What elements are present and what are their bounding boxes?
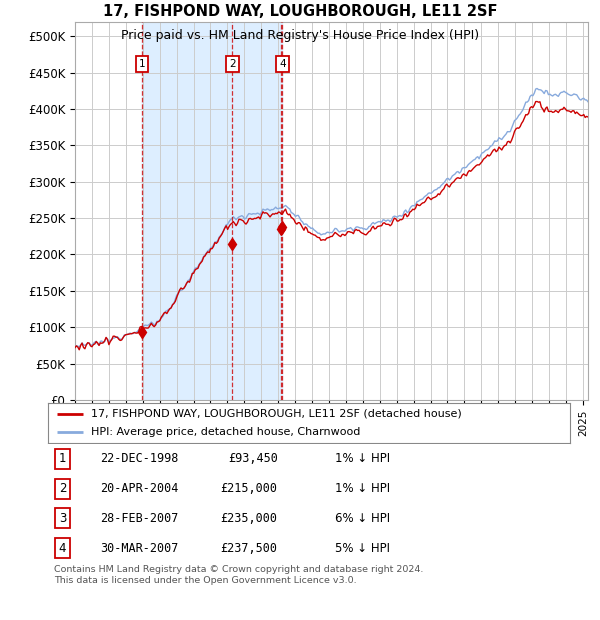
Text: 3: 3	[59, 512, 67, 525]
Text: £237,500: £237,500	[221, 542, 278, 554]
Text: 2: 2	[59, 482, 67, 495]
Text: 22-DEC-1998: 22-DEC-1998	[100, 453, 179, 465]
Bar	[142, 22, 283, 400]
Text: 4: 4	[279, 59, 286, 69]
Text: 1% ↓ HPI: 1% ↓ HPI	[335, 482, 390, 495]
Text: 5% ↓ HPI: 5% ↓ HPI	[335, 542, 390, 554]
Text: 28-FEB-2007: 28-FEB-2007	[100, 512, 179, 525]
Text: £93,450: £93,450	[228, 453, 278, 465]
Text: 30-MAR-2007: 30-MAR-2007	[100, 542, 179, 554]
Text: Price paid vs. HM Land Registry's House Price Index (HPI): Price paid vs. HM Land Registry's House …	[121, 29, 479, 42]
Text: HPI: Average price, detached house, Charnwood: HPI: Average price, detached house, Char…	[91, 427, 361, 438]
Text: 1: 1	[139, 59, 146, 69]
Text: 1% ↓ HPI: 1% ↓ HPI	[335, 453, 390, 465]
Text: 6% ↓ HPI: 6% ↓ HPI	[335, 512, 390, 525]
Text: 17, FISHPOND WAY, LOUGHBOROUGH, LE11 2SF (detached house): 17, FISHPOND WAY, LOUGHBOROUGH, LE11 2SF…	[91, 409, 462, 419]
Text: £235,000: £235,000	[221, 512, 278, 525]
Text: 1: 1	[59, 453, 67, 465]
Text: 4: 4	[59, 542, 67, 554]
Text: £215,000: £215,000	[221, 482, 278, 495]
Text: 20-APR-2004: 20-APR-2004	[100, 482, 179, 495]
Text: 2: 2	[229, 59, 236, 69]
Text: Contains HM Land Registry data © Crown copyright and database right 2024.
This d: Contains HM Land Registry data © Crown c…	[54, 565, 424, 585]
Text: 17, FISHPOND WAY, LOUGHBOROUGH, LE11 2SF: 17, FISHPOND WAY, LOUGHBOROUGH, LE11 2SF	[103, 4, 497, 19]
